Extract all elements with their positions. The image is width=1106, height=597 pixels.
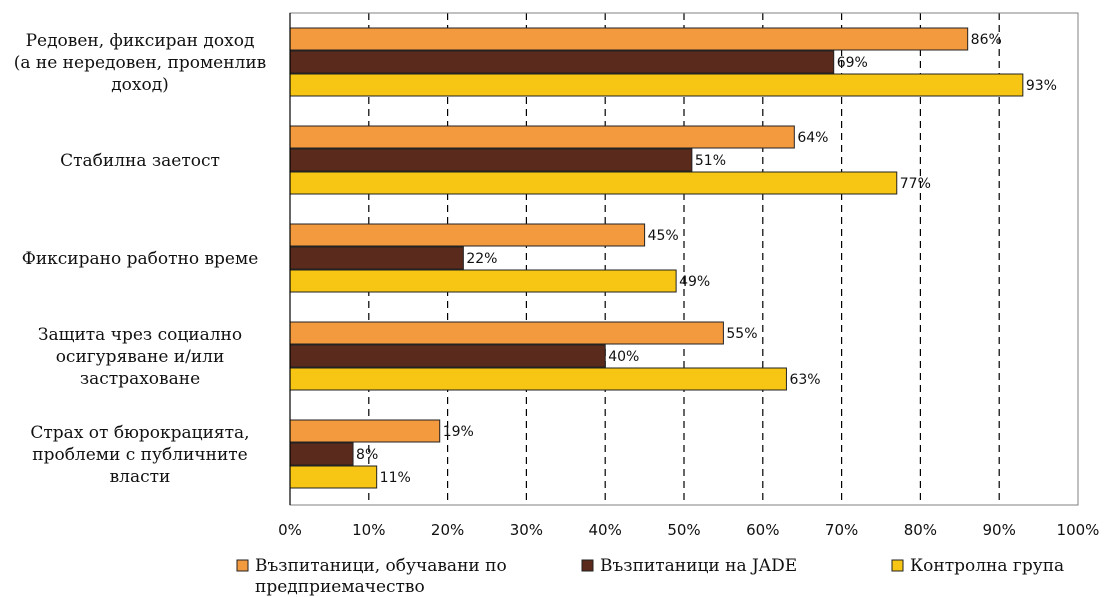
x-tick-label: 40% — [589, 521, 622, 539]
x-tick-label: 60% — [746, 521, 779, 539]
category-label-line: Редовен, фиксиран доход — [26, 31, 255, 51]
bar — [289, 344, 606, 368]
bar — [289, 246, 464, 270]
category-labels: Редовен, фиксиран доход (а не нередовен, … — [14, 31, 267, 487]
x-tick-label: 90% — [983, 521, 1016, 539]
data-label: 51% — [695, 153, 726, 169]
data-label: 11% — [380, 470, 411, 486]
legend-swatch — [581, 559, 594, 572]
category-label-line: (а не нередовен, променлив — [14, 53, 267, 73]
category-label-line: Фиксирано работно време — [22, 249, 259, 269]
x-tick-label: 20% — [431, 521, 464, 539]
bar — [289, 125, 795, 149]
category-label-line: проблеми с публичните — [32, 445, 248, 465]
bar — [289, 223, 646, 247]
x-tick-label: 10% — [352, 521, 385, 539]
category-label-line: застраховане — [80, 369, 200, 389]
data-label: 22% — [466, 251, 497, 267]
category-label: Фиксирано работно време — [22, 249, 259, 269]
category-label-line: Защита чрез социално — [38, 325, 242, 345]
bar — [289, 50, 835, 74]
bar — [289, 442, 354, 466]
x-tick-label: 50% — [667, 521, 700, 539]
legend-label-line: Възпитаници, обучавани по — [255, 556, 507, 576]
category-label-line: власти — [110, 467, 171, 487]
bar — [289, 269, 677, 293]
bar — [289, 367, 787, 391]
data-label: 77% — [900, 176, 931, 192]
data-label: 19% — [443, 424, 474, 440]
x-tick-label: 0% — [278, 521, 302, 539]
bars: 86% 69% 93% 64% 51% 77% 45% 22% 49% 55% 40% 63% 19% 8… — [289, 27, 1057, 489]
legend-label-line: Контролна група — [910, 556, 1064, 576]
legend-label: Контролна група — [910, 556, 1064, 576]
x-tick-label: 80% — [904, 521, 937, 539]
bar — [289, 321, 724, 345]
x-tick-label: 30% — [510, 521, 543, 539]
data-label: 69% — [837, 55, 868, 71]
category-label-line: осигуряване и/или — [56, 347, 225, 367]
category-label: Защита чрез социално осигуряване и/или зас… — [38, 325, 242, 389]
data-label: 8% — [356, 447, 378, 463]
category-label: Стабилна заетост — [60, 151, 220, 171]
x-tick-labels: 0% 10% 20% 30% 40% 50% 60% 70% 80% 90% 100% — [278, 521, 1099, 539]
data-label: 40% — [608, 349, 639, 365]
legend: Възпитаници, обучавани по предприемачеств… — [236, 556, 1064, 597]
axes — [289, 12, 1079, 506]
legend-swatch — [891, 559, 904, 572]
bar — [289, 465, 378, 489]
bar — [289, 171, 898, 195]
bar — [289, 419, 441, 443]
category-label-line: доход) — [111, 75, 169, 95]
legend-label-line: предприемачество — [255, 577, 425, 597]
legend-label: Възпитаници на JADE — [600, 556, 797, 576]
legend-label-line: Възпитаници на JADE — [600, 556, 797, 576]
data-label: 86% — [971, 32, 1002, 48]
data-label: 55% — [726, 326, 757, 342]
category-label-line: Страх от бюрокрацията, — [30, 423, 249, 443]
legend-swatch — [236, 559, 249, 572]
bar — [289, 148, 693, 172]
x-tick-label: 70% — [825, 521, 858, 539]
legend-label: Възпитаници, обучавани по предприемачеств… — [255, 556, 507, 597]
data-label: 64% — [797, 130, 828, 146]
category-label: Страх от бюрокрацията, проблеми с публичн… — [30, 423, 249, 487]
category-label: Редовен, фиксиран доход (а не нередовен, … — [14, 31, 267, 95]
bar — [289, 73, 1024, 97]
bar — [289, 27, 969, 51]
x-tick-label: 100% — [1057, 521, 1100, 539]
data-label: 93% — [1026, 78, 1057, 94]
data-label: 49% — [679, 274, 710, 290]
category-label-line: Стабилна заетост — [60, 151, 220, 171]
data-label: 63% — [789, 372, 820, 388]
data-label: 45% — [648, 228, 679, 244]
